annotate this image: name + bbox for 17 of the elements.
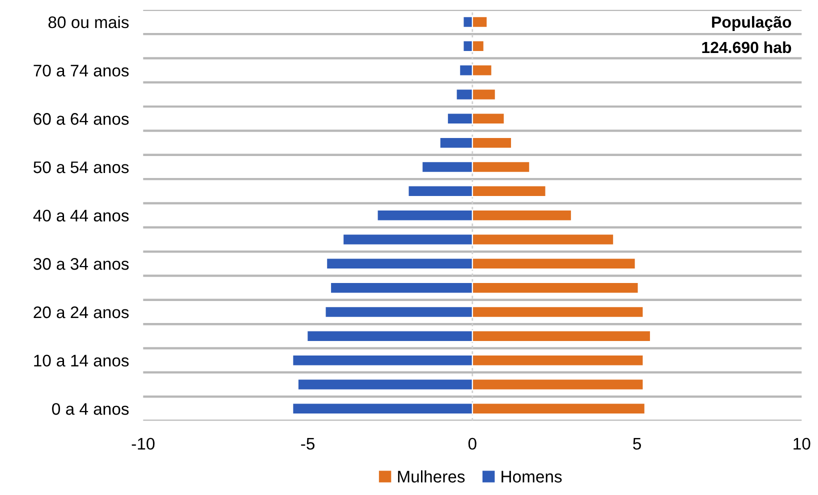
y-tick-label: 10 a 14 anos [34,354,129,367]
x-tick-label: -10 [132,438,155,450]
legend-label: Mulheres [398,470,465,483]
y-tick-label: 70 a 74 anos [34,64,129,77]
y-tick-label: 60 a 64 anos [34,113,129,125]
annotation: População 124.690 hab [702,16,792,54]
y-tick-label: 0 a 4 anos [52,403,129,415]
x-tick-label: 5 [633,438,641,450]
y-tick-label: 20 a 24 anos [34,306,129,318]
y-tick-label: 50 a 54 anos [34,161,129,174]
legend-label: Homens [502,470,562,483]
y-tick-label: 40 a 44 anos [33,210,129,222]
x-tick-label: 0 [468,438,476,450]
x-tick-label: -5 [301,438,314,450]
x-tick-label: 10 [794,438,810,450]
y-tick-label: 80 ou mais [48,16,129,28]
y-tick-label: 30 a 34 anos [34,258,129,270]
